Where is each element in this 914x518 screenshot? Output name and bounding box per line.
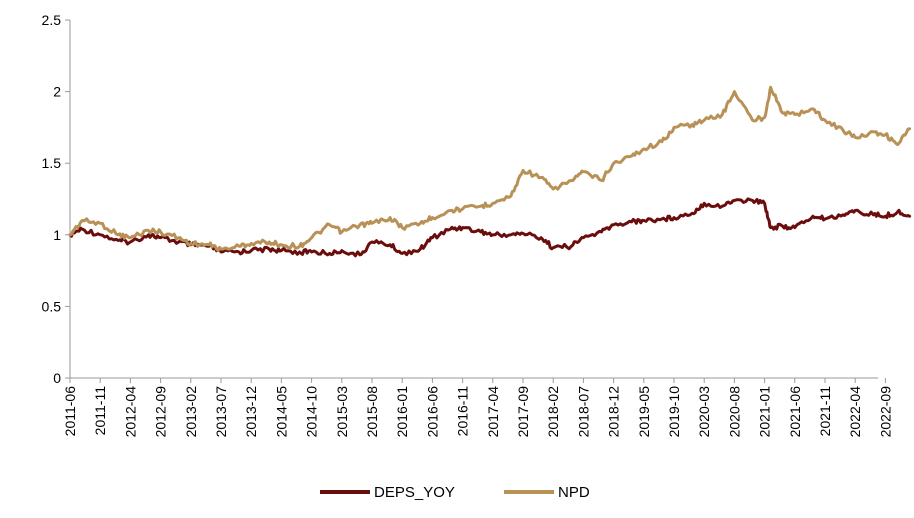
x-tick-label: 2013-07 — [213, 386, 229, 438]
x-tick-label: 2020-08 — [726, 386, 742, 438]
x-axis-ticks: 2011-06 2011-11 2012-04 2012-09 2013-02 2013-… — [62, 378, 893, 437]
x-tick-label: 2013-12 — [243, 386, 259, 438]
x-tick-label: 2021-11 — [817, 386, 833, 437]
x-tick-label: 2014-05 — [273, 386, 289, 438]
legend: DEPS_YOY NPD — [320, 484, 590, 501]
legend-label: NPD — [558, 484, 590, 501]
x-tick-label: 2012-04 — [122, 386, 138, 438]
y-tick-label: 1.5 — [42, 155, 62, 171]
series-line-npd — [68, 85, 912, 252]
legend-label: DEPS_YOY — [374, 484, 455, 501]
x-tick-label: 2017-04 — [485, 386, 501, 438]
x-tick-label: 2020-03 — [696, 386, 712, 438]
x-tick-label: 2018-07 — [575, 386, 591, 438]
x-tick-label: 2019-05 — [636, 386, 652, 438]
x-tick-label: 2018-02 — [545, 386, 561, 438]
x-tick-label: 2015-03 — [334, 386, 350, 438]
x-tick-label: 2016-11 — [455, 386, 471, 437]
x-tick-label: 2018-12 — [606, 386, 622, 438]
y-tick-label: 1 — [53, 227, 61, 243]
x-tick-label: 2017-09 — [515, 386, 531, 438]
y-tick-label: 2.5 — [42, 12, 62, 28]
y-axis-ticks: 0 0.5 1 1.5 2 2.5 — [42, 12, 70, 386]
x-tick-label: 2016-01 — [394, 386, 410, 438]
y-tick-label: 2 — [53, 84, 61, 100]
x-tick-label: 2015-08 — [364, 386, 380, 438]
x-tick-label: 2016-06 — [424, 386, 440, 438]
x-tick-label: 2021-06 — [787, 386, 803, 438]
x-tick-label: 2011-11 — [92, 386, 108, 436]
y-tick-label: 0 — [53, 370, 61, 386]
x-tick-label: 2022-04 — [847, 386, 863, 438]
x-tick-label: 2019-10 — [666, 386, 682, 438]
x-tick-label: 2013-02 — [183, 386, 199, 438]
x-tick-label: 2011-06 — [62, 386, 78, 437]
series-layer — [68, 85, 912, 258]
x-tick-label: 2012-09 — [153, 386, 169, 438]
x-tick-label: 2022-09 — [877, 386, 893, 438]
y-tick-label: 0.5 — [42, 298, 62, 314]
x-tick-label: 2014-10 — [304, 386, 320, 438]
x-tick-label: 2021-01 — [757, 386, 773, 438]
